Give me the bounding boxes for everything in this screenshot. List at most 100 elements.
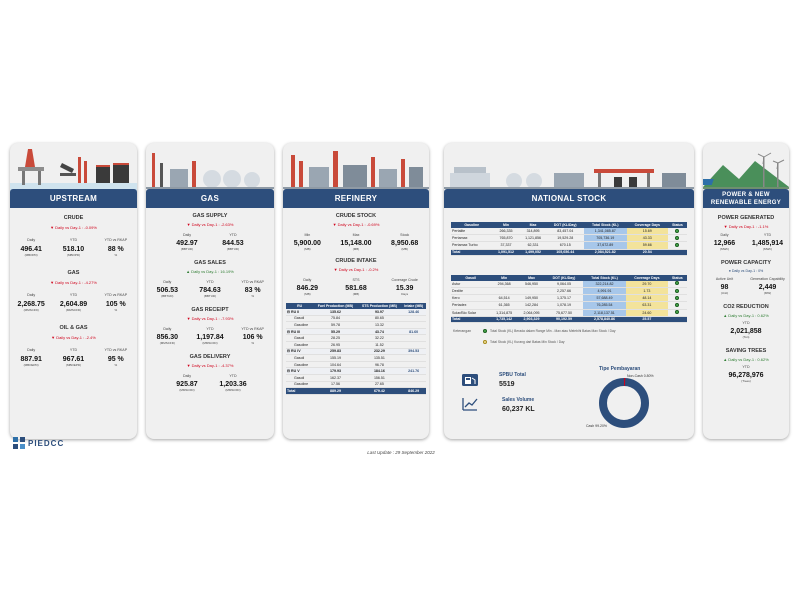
power-generated-daily-value: 12,966 [713, 240, 736, 247]
ref-total-sts: 679.42 [357, 387, 402, 395]
oilgas-daily-unit: (MBOEPD) [23, 363, 39, 367]
gasoline-cell: 670.15 [546, 241, 584, 250]
gasoline-cell: 59.66 [626, 241, 668, 250]
co2-ytd-unit: (Ton) [742, 335, 750, 339]
gasoil-cell: 149,950 [517, 294, 546, 303]
gasoline-total-cell: 1,499,052 [519, 249, 547, 256]
power-capacity-unit-value: 98 [720, 284, 729, 291]
crude-intake-label-sts: STS [352, 278, 360, 282]
power-generated-label-ytd: YTD [763, 233, 772, 237]
ref-cell: 43.74 [357, 328, 402, 336]
gasoline-col-header: Total Stock (KL) [583, 222, 627, 228]
gas-supply-label-daily: Daily [183, 233, 191, 237]
gas-sales-label-ytd: YTD [206, 280, 214, 284]
co2-ytd-value: 2,021,858 [730, 328, 762, 335]
gasoline-cell: 43.33 [626, 234, 668, 243]
status-ok-icon [675, 295, 680, 300]
ref-cell: 259.83 [313, 348, 358, 356]
gasoil-col-header: Max [517, 274, 546, 281]
payment-donut-chart [599, 378, 649, 428]
crude-ytd-unit: (MBOPD) [66, 253, 80, 257]
gas-receipt-rkap-unit: % [251, 341, 255, 345]
gasoil-col-header: Min [490, 274, 518, 281]
ref-cell [401, 381, 426, 389]
crude-stock-max-value: 15,148.00 [340, 240, 372, 247]
gasoil-total-cell: 25.57 [626, 316, 668, 323]
gas-delivery-ytd-unit: (MMSCFD) [225, 388, 241, 392]
crude-rkap-unit: % [114, 253, 118, 257]
ref-col-sts: STS Production (MB) [357, 303, 402, 309]
crude-stock-title: CRUDE STOCK [335, 213, 377, 219]
gasoline-table-container: Gasoline Min Max DOT (KL/Day) Total Stock (K… [451, 222, 687, 256]
co2-label-ytd: YTD [742, 321, 750, 325]
piedcc-logo: PIEDCC [12, 436, 64, 450]
gas-receipt-title: GAS RECEIPT [191, 307, 229, 313]
status-ok-icon [675, 242, 680, 247]
ref-product-row: Gasoline 17.56 27.65 [286, 381, 426, 389]
upstream-gas-title: GAS [67, 270, 80, 276]
crude-daily-unit: (MBOPD) [24, 253, 38, 257]
crude-stock-stock-value: 8,950.68 [391, 240, 419, 247]
gas-receipt-label-rkap: YTD vs RKAP [241, 327, 264, 331]
power-capacity-capability-value: 2,449 [758, 284, 777, 291]
gasoline-cell: 1,121,856 [519, 234, 547, 243]
crude-intake-label-coverage: Coverage Crude [391, 278, 418, 282]
gasoline-col-header: Gasoline [451, 222, 493, 228]
ref-cell [401, 315, 426, 323]
gasoil-col-header: DOT (KL/Day) [545, 274, 583, 281]
gasoil-cell: 1,375.17 [545, 294, 583, 303]
gasoline-total-cell: Total [451, 249, 493, 256]
ref-cell: Gasoil [286, 334, 314, 342]
crude-stock-change: ▼ Daily vs Day-1 : -0.69% [332, 222, 380, 227]
ref-cell: ⊟ RU III [286, 328, 314, 336]
gas-receipt-label-ytd: YTD [206, 327, 214, 331]
co2-change: ▲ Daily vs Day-1 : 0.62% [723, 313, 769, 318]
crude-intake-daily-unit: (MB) [304, 292, 311, 296]
gasoil-cell: 1.73 [626, 287, 668, 296]
ref-cell: 135.51 [357, 354, 402, 362]
gas-receipt-ytd-unit: (MMSCFD) [202, 341, 218, 345]
gas-delivery-daily-value: 925.87 [176, 381, 198, 388]
power-generated-ytd-unit: (MWh) [763, 247, 772, 251]
gasoil-status-cell [667, 309, 687, 317]
ref-cell: 162.37 [313, 374, 358, 382]
gas-sales-label-daily: Daily [163, 280, 172, 284]
upstream-gas-label-ytd: YTD [69, 293, 78, 297]
gasoil-row: Solar/Bio Solar 1,314,875 2,064,095 75,677.… [451, 309, 687, 317]
ref-cell: Gasoil [286, 374, 314, 382]
gas-sales-ytd-value: 784.63 [199, 287, 221, 294]
saving-trees-ytd-unit: (Trees) [741, 379, 751, 383]
ref-cell: Gasoline [286, 321, 314, 329]
legend-ok-text: Total Stock (KL) Berada dalam Range Min … [490, 328, 616, 333]
ref-ru-row: ⊟ RU IV 259.83 232.29 394.53 [286, 348, 426, 356]
gasoline-cell: Pertalite [451, 228, 493, 236]
upstream-gas-ytd-unit: (MMSCFD) [65, 308, 82, 312]
ref-product-row: Gasoline 104.64 96.78 [286, 361, 426, 369]
sales-volume: Sales Volume 60,237 KL [502, 397, 535, 413]
piedcc-logo-text: PIEDCC [28, 438, 65, 448]
gasoil-cell: 2,118,137.51 [582, 309, 627, 317]
crude-stock-stock-unit: (MB) [401, 247, 408, 251]
gasoline-cell: 37,337 [492, 241, 520, 250]
gasoil-cell: Dexlite [451, 287, 491, 296]
gas-receipt-section: GAS RECEIPT ▼ Daily vs Day-1 : -7.93% Da… [146, 307, 274, 345]
oilgas-label-ytd: YTD [69, 348, 78, 352]
crude-intake-section: CRUDE INTAKE ▼ Daily vs Day-1 : -0.2% Da… [283, 258, 429, 296]
gas-supply-ytd-unit: (BBTUD) [226, 247, 240, 251]
ref-product-row: Gasoline 59.78 13.32 [286, 321, 426, 329]
crude-stock-min-unit: (MB) [304, 247, 311, 251]
ref-cell: 27.65 [357, 381, 402, 389]
ref-cell [401, 321, 426, 329]
power-generated-ytd-value: 1,485,914 [751, 240, 784, 247]
refinery-table-container: RU Fuel Production (MB) STS Production (… [286, 303, 426, 395]
crude-stock-min-value: 5,900.00 [293, 240, 321, 247]
legend-low-text: Total Stock (KL) Kurang dari Batas Min S… [490, 339, 565, 344]
gasoil-row: Kero 64,514 149,950 1,375.17 57,688.49 48.14 [451, 294, 687, 303]
power-capacity-capability-unit: (MW) [763, 291, 772, 295]
ref-cell: 128.46 [401, 309, 426, 316]
payment-type-title: Tipe Pembayaran [599, 366, 641, 372]
refinery-panel: REFINERY CRUDE STOCK ▼ Daily vs Day-1 : … [283, 143, 429, 439]
ref-cell: 155.19 [313, 354, 358, 362]
noncash-label: Non-Cash 0.80% [627, 374, 654, 378]
gasoil-total-cell: Total [451, 316, 491, 323]
